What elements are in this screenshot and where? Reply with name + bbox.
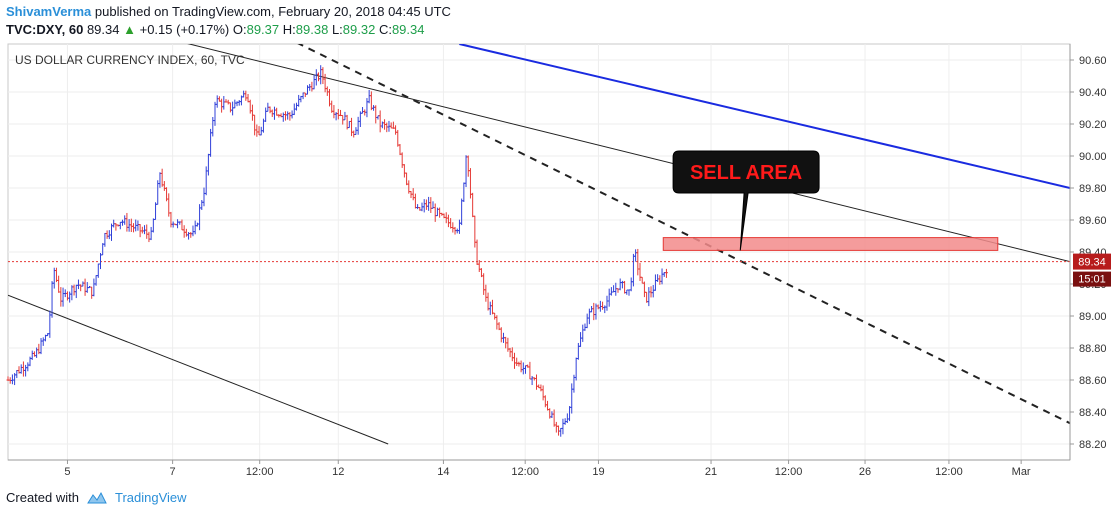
created-with-text: Created with [6,490,79,505]
x-tick-label: 26 [859,466,871,478]
y-tick-label: 88.20 [1079,439,1107,451]
sell-area-callout [672,150,820,251]
chart-title: US DOLLAR CURRENCY INDEX, 60, TVC [15,53,245,67]
low-value: 89.32 [342,22,376,37]
annotations: SELL AREA [662,150,999,251]
chart-grid [7,43,1071,461]
close-label: C: [378,22,392,37]
symbol-label: TVC:DXY, 60 [6,22,84,37]
upper-channel-line [187,44,1070,263]
y-tick-label: 88.60 [1079,375,1107,387]
last-price-tag-label: 89.34 [1078,257,1106,269]
countdown-tag [1073,271,1111,287]
y-tick-label: 89.80 [1079,183,1107,195]
x-tick-label: Mar [1012,466,1031,478]
x-tick-label: 12:00 [775,466,803,478]
blue-channel-line [459,44,1070,189]
tradingview-brand: TradingView [114,490,187,505]
up-arrow-icon: ▲ [123,22,136,37]
open-value: 89.37 [246,22,280,37]
x-tick-label: 12:00 [511,466,539,478]
y-tick-label: 90.60 [1079,55,1107,67]
resistance-trendline [297,44,1070,425]
y-tick-label: 88.80 [1079,343,1107,355]
x-tick-label: 12:00 [935,466,963,478]
tradingview-link[interactable]: TradingView [85,490,187,505]
x-tick-label: 19 [592,466,604,478]
close-value: 89.34 [391,22,425,37]
x-tick-label: 12:00 [246,466,274,478]
y-tick-label: 89.60 [1079,215,1107,227]
publish-line: ShivamVerma published on TradingView.com… [6,3,451,21]
x-tick-label: 21 [705,466,717,478]
y-tick-label: 90.00 [1079,151,1107,163]
chart-header: ShivamVerma published on TradingView.com… [6,3,451,39]
author-link[interactable]: ShivamVerma [6,4,92,19]
y-tick-label: 88.40 [1079,407,1107,419]
last-price: 89.34 [86,22,120,37]
open-label: O: [232,22,247,37]
y-tick-label: 90.20 [1079,119,1107,131]
tradingview-cloud-icon [87,491,107,503]
ohlc-line: TVC:DXY, 60 89.34 ▲ +0.15 (+0.17%) O:89.… [6,21,451,39]
change-value: +0.15 (+0.17%) [139,22,230,37]
candles [6,65,668,437]
footer: Created with TradingView [6,490,187,505]
x-tick-label: 5 [64,466,70,478]
x-tick-label: 12 [332,466,344,478]
published-text: published on TradingView.com, February 2… [94,4,451,19]
countdown-tag-label: 15:01 [1078,274,1106,286]
axes: 90.6090.4090.2090.0089.8089.6089.4089.20… [8,44,1111,478]
y-tick-label: 89.00 [1079,311,1107,323]
x-tick-label: 14 [437,466,449,478]
last-price-tag [1073,253,1111,270]
high-value: 89.38 [295,22,329,37]
lower-channel-line [8,294,389,445]
sell-zone-rect [662,237,999,251]
high-label: H: [282,22,296,37]
trendlines [8,44,1070,445]
x-tick-label: 7 [170,466,176,478]
sell-area-label: SELL AREA [690,162,802,184]
low-label: L: [331,22,343,37]
y-tick-label: 90.40 [1079,87,1107,99]
